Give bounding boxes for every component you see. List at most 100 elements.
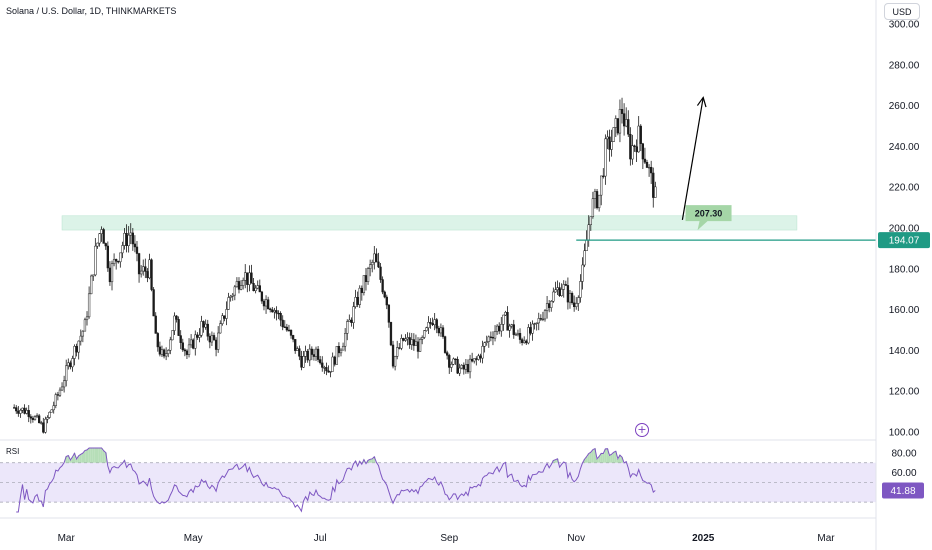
candle-body: [83, 319, 87, 332]
candle-body: [477, 355, 480, 360]
candle-body: [354, 297, 357, 307]
candle-body: [260, 291, 264, 302]
add-plus-icon[interactable]: +: [635, 423, 649, 437]
candle-body: [335, 346, 338, 365]
price-tick-label: 220.00: [889, 183, 920, 194]
price-tick-label: 120.00: [889, 387, 920, 398]
candle-body: [387, 304, 391, 323]
candle-body: [502, 314, 505, 325]
candle-body: [117, 261, 120, 263]
candle-body: [418, 339, 422, 352]
candle-body: [331, 356, 334, 372]
candle-body: [552, 291, 555, 302]
candle-body: [404, 338, 407, 341]
candle-body: [156, 333, 159, 348]
candle-body: [79, 335, 82, 342]
candle-body: [514, 334, 518, 336]
candle-body: [379, 266, 382, 280]
candle-body: [189, 339, 193, 346]
candle-body: [348, 319, 351, 322]
candle-body: [612, 127, 615, 142]
level-price-label: 194.07: [889, 236, 920, 247]
candle-body: [562, 284, 565, 290]
candle-body: [133, 243, 137, 248]
candle-body: [597, 194, 601, 209]
candle-body: [533, 323, 536, 325]
candle-body: [142, 266, 145, 272]
candle-body: [352, 306, 355, 323]
candle-body: [618, 109, 622, 134]
candle-body: [179, 335, 182, 343]
candle-body: [96, 242, 99, 247]
candle-body: [579, 281, 582, 298]
candle-body: [329, 371, 332, 373]
candle-body: [525, 340, 528, 344]
candle-body: [137, 253, 141, 275]
candle-body: [269, 308, 272, 310]
candle-body: [325, 367, 328, 372]
candle-body: [654, 186, 657, 198]
candle-body: [119, 252, 122, 263]
candle-body: [183, 349, 187, 352]
candle-body: [233, 286, 236, 296]
candle-body: [127, 234, 130, 247]
price-tick-label: 300.00: [889, 20, 920, 31]
candle-body: [25, 410, 28, 414]
candle-body: [212, 335, 216, 341]
candle-body: [177, 319, 180, 336]
candle-body: [620, 109, 624, 114]
candle-body: [491, 336, 495, 339]
candle-body: [310, 348, 314, 355]
candle-body: [69, 362, 72, 368]
candle-body: [568, 293, 572, 303]
rsi-indicator-label[interactable]: RSI: [6, 447, 20, 456]
candle-body: [600, 175, 603, 196]
candle-body: [452, 358, 455, 365]
candle-body: [570, 293, 574, 304]
candle-body: [416, 341, 420, 352]
candle-body: [283, 326, 286, 328]
candle-body: [296, 348, 299, 351]
candle-body: [541, 318, 545, 321]
candle-body: [360, 287, 363, 293]
currency-button[interactable]: USD: [884, 3, 920, 20]
candle-body: [462, 364, 465, 370]
candle-body: [287, 329, 291, 332]
candle-body: [23, 407, 26, 414]
candle-body: [196, 334, 199, 338]
candle-body: [504, 312, 507, 316]
candle-body: [443, 336, 447, 353]
candle-body: [398, 347, 401, 349]
candle-body: [214, 339, 218, 350]
candle-body: [285, 326, 289, 331]
candle-body: [115, 259, 118, 262]
price-tick-label: 160.00: [889, 305, 920, 316]
candle-body: [366, 268, 370, 282]
candle-body: [610, 141, 613, 150]
candle-body: [396, 347, 399, 357]
candle-body: [154, 315, 157, 334]
candle-body: [27, 410, 30, 417]
candle-body: [481, 345, 484, 359]
candle-body: [294, 339, 297, 351]
time-tick-label: Mar: [817, 533, 835, 544]
rsi-axis[interactable]: 60.00 80.00: [891, 448, 916, 479]
price-axis[interactable]: 100.00 120.00 140.00 160.00 180.00 200.00 220.…: [889, 20, 920, 439]
candle-body: [150, 259, 153, 290]
candle-body: [506, 312, 509, 331]
rsi-value-badge: 41.88: [882, 482, 924, 499]
candle-body: [94, 245, 97, 276]
price-tick-label: 140.00: [889, 346, 920, 357]
time-axis[interactable]: Mar May Jul Sep Nov 2025 Mar: [58, 533, 836, 544]
candle-body: [441, 327, 445, 337]
candle-body: [456, 359, 459, 374]
candle-body: [100, 229, 103, 234]
candle-body: [17, 410, 20, 414]
candle-body: [223, 315, 226, 319]
candle-body: [602, 175, 605, 177]
candle-body: [271, 309, 274, 313]
candle-body: [344, 333, 347, 347]
candle-body: [631, 145, 634, 160]
candle-body: [508, 325, 511, 331]
